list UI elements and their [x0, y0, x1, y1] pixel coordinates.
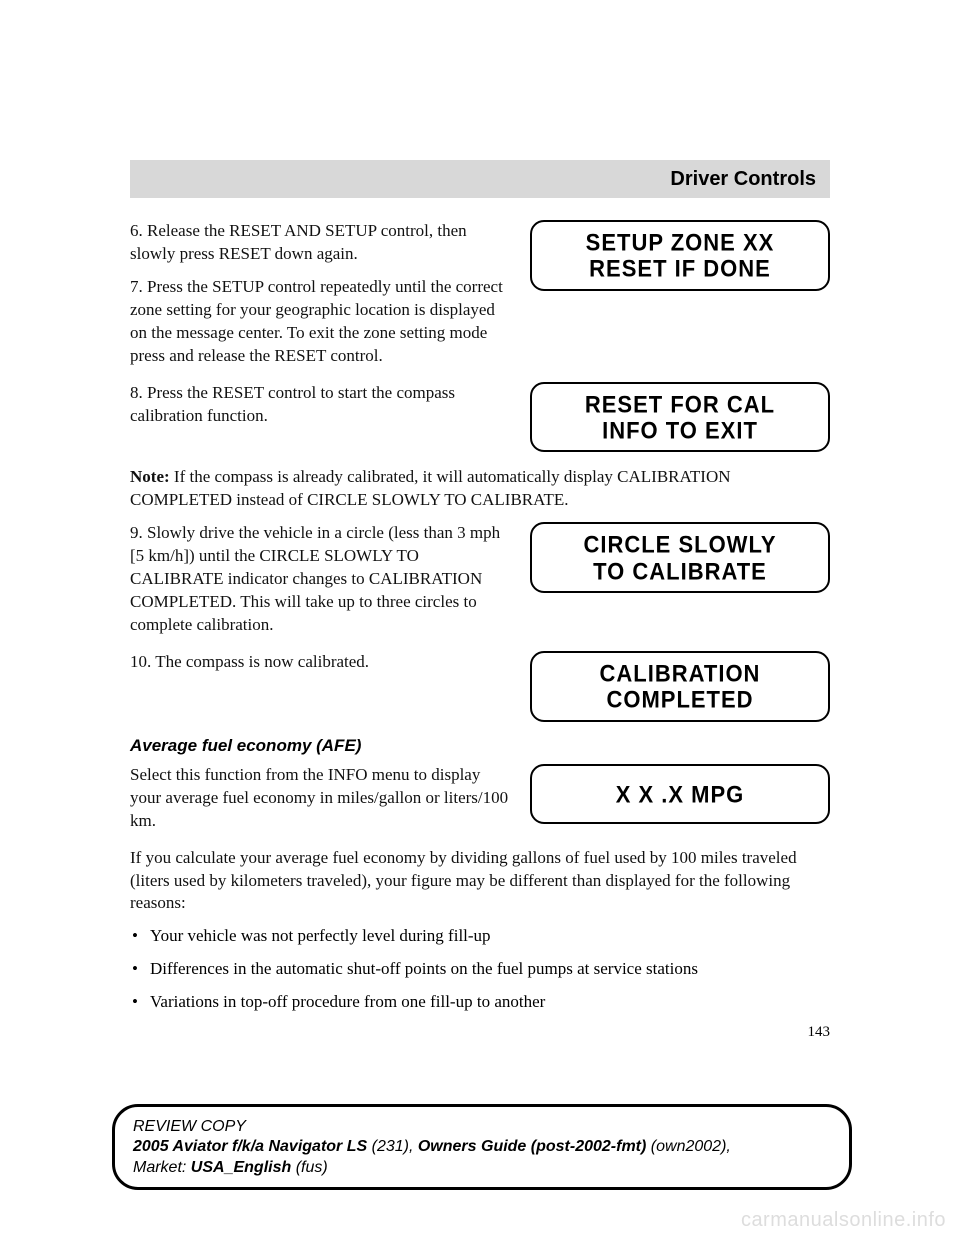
afe-row: Select this function from the INFO menu … [130, 764, 830, 833]
footer-market-code: (fus) [291, 1159, 327, 1176]
list-item: Your vehicle was not perfectly level dur… [132, 925, 830, 948]
afe-reasons-list: Your vehicle was not perfectly level dur… [132, 925, 830, 1014]
footer-guide: Owners Guide (post-2002-fmt) [418, 1138, 646, 1155]
display-frame: CALIBRATION COMPLETED [530, 651, 830, 722]
footer-box: REVIEW COPY 2005 Aviator f/k/a Navigator… [112, 1104, 852, 1190]
list-item: Differences in the automatic shut-off po… [132, 958, 830, 981]
display-frame: CIRCLE SLOWLY TO CALIBRATE [530, 522, 830, 593]
display-mpg: X X .X MPG [530, 764, 830, 824]
afe-p1: Select this function from the INFO menu … [130, 764, 512, 833]
step-10-text-wrap: 10. The compass is now calibrated. [130, 651, 512, 684]
step-9-row: 9. Slowly drive the vehicle in a circle … [130, 522, 830, 637]
page-number: 143 [130, 1024, 830, 1041]
display-line: TO CALIBRATE [544, 557, 816, 586]
footer-code: (231), [367, 1138, 418, 1155]
display-frame: X X .X MPG [530, 764, 830, 824]
section-title: Driver Controls [670, 168, 816, 191]
display-line: RESET FOR CAL [544, 390, 816, 419]
step-6-text-wrap: 6. Release the RESET AND SETUP control, … [130, 220, 512, 368]
watermark: carmanualsonline.info [741, 1209, 946, 1232]
step-8-text: 8. Press the RESET control to start the … [130, 382, 512, 428]
display-calibration-completed: CALIBRATION COMPLETED [530, 651, 830, 722]
footer-guide-code: (own2002), [646, 1138, 731, 1155]
content-area: Driver Controls 6. Release the RESET AND… [130, 160, 830, 1041]
display-line: CALIBRATION [544, 660, 816, 689]
footer-line-2: 2005 Aviator f/k/a Navigator LS (231), O… [133, 1137, 831, 1158]
footer-market: USA_English [191, 1159, 291, 1176]
note-text: Note: If the compass is already calibrat… [130, 466, 830, 512]
display-line: COMPLETED [544, 686, 816, 715]
display-reset-cal: RESET FOR CAL INFO TO EXIT [530, 382, 830, 453]
step-10-row: 10. The compass is now calibrated. CALIB… [130, 651, 830, 722]
section-header-bar: Driver Controls [130, 160, 830, 198]
display-circle-slowly: CIRCLE SLOWLY TO CALIBRATE [530, 522, 830, 593]
display-frame: RESET FOR CAL INFO TO EXIT [530, 382, 830, 453]
manual-page: Driver Controls 6. Release the RESET AND… [0, 0, 960, 1242]
step-8-text-wrap: 8. Press the RESET control to start the … [130, 382, 512, 438]
step-9-text: 9. Slowly drive the vehicle in a circle … [130, 522, 512, 637]
step-7-text: 7. Press the SETUP control repeatedly un… [130, 276, 512, 368]
step-6-text: 6. Release the RESET AND SETUP control, … [130, 220, 512, 266]
footer-review-copy: REVIEW COPY [133, 1118, 246, 1135]
step-6-row: 6. Release the RESET AND SETUP control, … [130, 220, 830, 368]
display-line: RESET IF DONE [544, 255, 816, 284]
footer-vehicle: 2005 Aviator f/k/a Navigator LS [133, 1138, 367, 1155]
step-10-text: 10. The compass is now calibrated. [130, 651, 512, 674]
display-frame: SETUP ZONE XX RESET IF DONE [530, 220, 830, 291]
display-line: INFO TO EXIT [544, 417, 816, 446]
note-body: If the compass is already calibrated, it… [130, 467, 731, 509]
step-8-row: 8. Press the RESET control to start the … [130, 382, 830, 453]
step-9-text-wrap: 9. Slowly drive the vehicle in a circle … [130, 522, 512, 637]
display-line: CIRCLE SLOWLY [544, 531, 816, 560]
display-setup-zone: SETUP ZONE XX RESET IF DONE [530, 220, 830, 291]
afe-heading: Average fuel economy (AFE) [130, 736, 830, 756]
footer-line-3: Market: USA_English (fus) [133, 1158, 831, 1179]
afe-p2: If you calculate your average fuel econo… [130, 847, 830, 916]
afe-text-wrap: Select this function from the INFO menu … [130, 764, 512, 833]
display-line: X X .X MPG [544, 780, 816, 809]
list-item: Variations in top-off procedure from one… [132, 991, 830, 1014]
footer-line-1: REVIEW COPY [133, 1117, 831, 1138]
footer-market-label: Market: [133, 1159, 191, 1176]
display-line: SETUP ZONE XX [544, 229, 816, 258]
